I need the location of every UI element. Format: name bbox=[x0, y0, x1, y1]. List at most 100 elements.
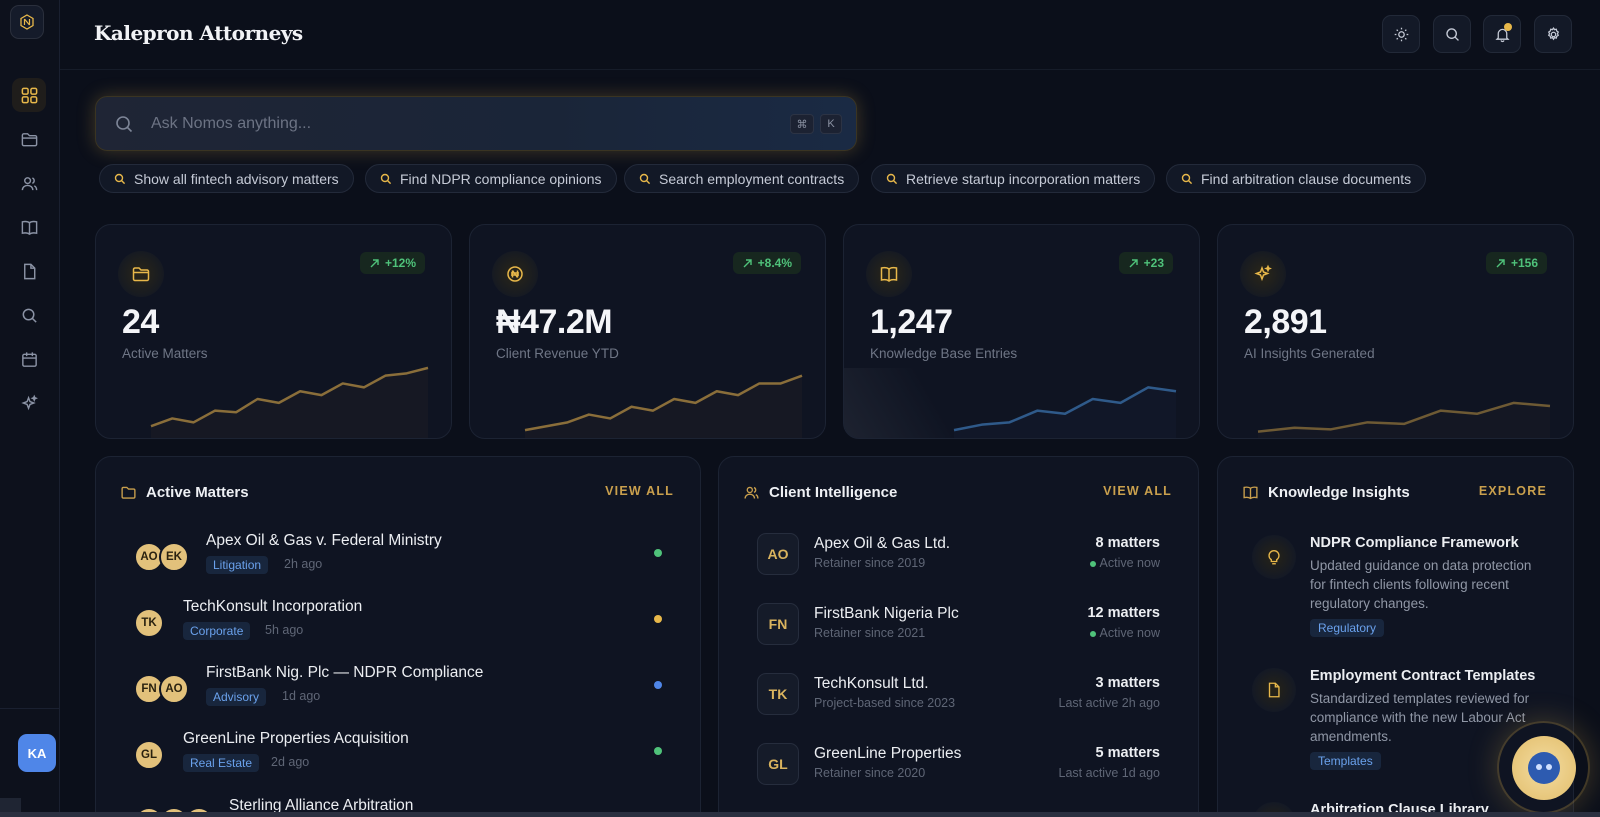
assistant-orb bbox=[1511, 735, 1576, 800]
book-icon bbox=[1243, 486, 1258, 500]
users-icon bbox=[21, 176, 37, 190]
knowledge-title: NDPR Compliance Framework bbox=[1310, 535, 1519, 551]
ai-search-input[interactable] bbox=[151, 111, 711, 137]
search-icon bbox=[1181, 173, 1193, 184]
avatar: AO bbox=[159, 674, 189, 704]
sparkline-line bbox=[524, 374, 803, 432]
theme-toggle-button[interactable] bbox=[1382, 15, 1420, 53]
avatar: GL bbox=[134, 740, 164, 770]
sidebar-item-matters[interactable] bbox=[12, 122, 46, 156]
knowledge-description: Standardized templates reviewed for comp… bbox=[1310, 691, 1530, 744]
knowledge-tag: Templates bbox=[1310, 752, 1381, 770]
stat-icon bbox=[492, 251, 538, 297]
matter-row[interactable]: TK TechKonsult Incorporation Corporate 5… bbox=[96, 598, 700, 658]
trend-sparkline bbox=[150, 366, 429, 438]
matter-title: Sterling Alliance Arbitration bbox=[229, 797, 414, 814]
sparkline-line bbox=[150, 366, 429, 428]
notification-dot bbox=[1504, 23, 1512, 31]
stat-card-revenue[interactable]: +8.4% ₦47.2M Client Revenue YTD bbox=[469, 224, 826, 439]
robot-icon bbox=[1527, 751, 1560, 784]
stat-card-ai-insights[interactable]: +156 2,891 AI Insights Generated bbox=[1217, 224, 1574, 439]
status-dot bbox=[654, 681, 662, 689]
search-icon bbox=[22, 308, 37, 323]
search-icon bbox=[886, 173, 898, 184]
change-badge: +12% bbox=[359, 252, 425, 274]
client-avatar: FN bbox=[757, 603, 799, 645]
client-name: Apex Oil & Gas Ltd. bbox=[814, 535, 951, 552]
matter-tag: Litigation bbox=[206, 556, 269, 574]
client-row[interactable]: AO Apex Oil & Gas Ltd. Retainer since 20… bbox=[719, 533, 1198, 583]
matter-row[interactable]: AO EK Apex Oil & Gas v. Federal Ministry… bbox=[96, 532, 700, 592]
stat-label: AI Insights Generated bbox=[1244, 346, 1375, 361]
client-matter-count: 5 matters bbox=[1095, 745, 1160, 761]
matter-time: 2h ago bbox=[284, 557, 323, 571]
app-logo[interactable] bbox=[10, 5, 44, 39]
matter-tag: Corporate bbox=[183, 622, 251, 640]
stat-card-active-matters[interactable]: +12% 24 Active Matters bbox=[95, 224, 452, 439]
grid-icon bbox=[21, 87, 37, 103]
stat-label: Knowledge Base Entries bbox=[870, 346, 1018, 361]
sidebar: KA bbox=[0, 0, 60, 817]
horizontal-scrollbar[interactable] bbox=[0, 812, 1600, 817]
client-row[interactable]: TK TechKonsult Ltd. Project-based since … bbox=[719, 673, 1198, 723]
stat-icon bbox=[118, 251, 164, 297]
sidebar-item-calendar[interactable] bbox=[12, 342, 46, 376]
client-activity: Last active 1d ago bbox=[1058, 766, 1160, 780]
matter-row[interactable]: GL GreenLine Properties Acquisition Real… bbox=[96, 730, 700, 790]
client-since: Project-based since 2023 bbox=[814, 696, 956, 710]
suggestion-label: Show all fintech advisory matters bbox=[134, 170, 339, 187]
client-row[interactable]: FN FirstBank Nigeria Plc Retainer since … bbox=[719, 603, 1198, 653]
sidebar-item-dashboard[interactable] bbox=[12, 78, 46, 112]
sidebar-item-clients[interactable] bbox=[12, 166, 46, 200]
client-since: Retainer since 2019 bbox=[814, 556, 926, 570]
matter-row[interactable]: FN AO FirstBank Nig. Plc — NDPR Complian… bbox=[96, 664, 700, 724]
client-since: Retainer since 2020 bbox=[814, 766, 926, 780]
stat-value: ₦47.2M bbox=[496, 303, 613, 341]
top-header: Kalepron Attorneys bbox=[60, 0, 1600, 70]
client-row[interactable]: GL GreenLine Properties Retainer since 2… bbox=[719, 743, 1198, 793]
notifications-button[interactable] bbox=[1483, 15, 1521, 53]
settings-button[interactable] bbox=[1534, 15, 1572, 53]
stat-label: Client Revenue YTD bbox=[496, 346, 619, 361]
stat-value: 1,247 bbox=[870, 303, 953, 341]
sidebar-item-documents[interactable] bbox=[12, 254, 46, 288]
ai-search-bar[interactable]: ⌘ K bbox=[95, 96, 857, 151]
view-all-clients-link[interactable]: VIEW ALL bbox=[1103, 484, 1172, 498]
card-sheen bbox=[844, 368, 964, 438]
folder-icon bbox=[132, 267, 150, 282]
trend-sparkline bbox=[953, 386, 1177, 438]
sidebar-item-knowledge[interactable] bbox=[12, 210, 46, 244]
header-search-button[interactable] bbox=[1433, 15, 1471, 53]
client-matter-count: 3 matters bbox=[1095, 675, 1160, 691]
suggestion-chip[interactable]: Retrieve startup incorporation matters bbox=[871, 164, 1156, 193]
client-name: GreenLine Properties bbox=[814, 745, 962, 762]
knowledge-icon bbox=[1252, 668, 1296, 712]
client-activity: Last active 2h ago bbox=[1058, 696, 1160, 710]
change-badge: +156 bbox=[1485, 252, 1547, 274]
arrow-up-right-icon bbox=[370, 258, 379, 267]
sparkline-area bbox=[1258, 402, 1550, 438]
view-all-matters-link[interactable]: VIEW ALL bbox=[605, 484, 674, 498]
suggestion-label: Retrieve startup incorporation matters bbox=[906, 170, 1141, 187]
book-icon bbox=[880, 266, 898, 282]
ai-assistant-button[interactable] bbox=[1497, 721, 1590, 814]
suggestion-chip[interactable]: Find NDPR compliance opinions bbox=[365, 164, 617, 193]
suggestion-chip[interactable]: Show all fintech advisory matters bbox=[99, 164, 354, 193]
explore-knowledge-link[interactable]: EXPLORE bbox=[1478, 484, 1547, 498]
matter-tag: Advisory bbox=[206, 688, 267, 706]
avatar: EK bbox=[159, 542, 189, 572]
suggestion-label: Search employment contracts bbox=[659, 170, 845, 187]
suggestion-chip[interactable]: Find arbitration clause documents bbox=[1166, 164, 1427, 193]
client-intelligence-panel: Client Intelligence VIEW ALL AO Apex Oil… bbox=[718, 456, 1199, 817]
document-icon bbox=[1268, 682, 1280, 698]
user-avatar[interactable]: KA bbox=[18, 734, 56, 772]
suggestion-chip[interactable]: Search employment contracts bbox=[624, 164, 860, 193]
sidebar-item-search[interactable] bbox=[12, 298, 46, 332]
client-avatar: AO bbox=[757, 533, 799, 575]
sidebar-item-ai[interactable] bbox=[12, 386, 46, 420]
client-matter-count: 8 matters bbox=[1095, 535, 1160, 551]
stat-icon bbox=[1240, 251, 1286, 297]
search-icon bbox=[639, 173, 651, 184]
stat-card-knowledge-base[interactable]: +23 1,247 Knowledge Base Entries bbox=[843, 224, 1200, 439]
client-activity: Active now bbox=[1089, 556, 1160, 570]
